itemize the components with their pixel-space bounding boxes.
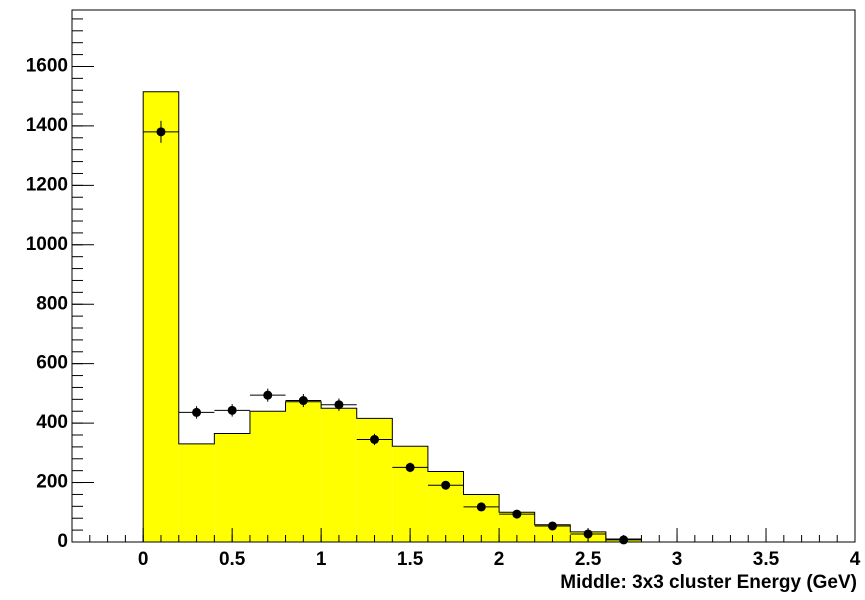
data-point — [298, 396, 308, 406]
histogram-outline — [142, 91, 642, 542]
x-tick-label: 2.5 — [575, 549, 602, 570]
data-point — [192, 407, 202, 417]
histogram-bar — [178, 443, 215, 542]
data-point — [227, 405, 237, 415]
data-point — [547, 521, 557, 531]
data-point — [405, 462, 415, 472]
data-point — [334, 400, 344, 410]
data-point — [512, 509, 522, 519]
x-tick-label: 2 — [494, 549, 505, 570]
y-tick-label: 1400 — [26, 115, 68, 136]
x-tick-label: 0 — [138, 549, 149, 570]
y-tick-label: 400 — [36, 412, 68, 433]
histogram-bar — [214, 433, 250, 542]
x-tick-label: 3 — [672, 549, 683, 570]
x-tick-label: 1 — [316, 549, 327, 570]
histogram-bar — [143, 91, 179, 542]
y-tick-label: 0 — [57, 531, 68, 552]
histogram-bar — [321, 408, 357, 542]
histogram-bar — [392, 446, 428, 542]
x-tick-label: 4 — [850, 549, 861, 570]
data-point — [263, 390, 273, 400]
histogram-bar — [534, 524, 571, 542]
y-tick-label: 1600 — [26, 55, 68, 76]
histogram-bar — [249, 411, 286, 542]
data-point — [441, 480, 451, 490]
y-tick-label: 600 — [36, 353, 68, 374]
y-tick-label: 200 — [36, 472, 68, 493]
data-point — [476, 502, 486, 512]
x-tick-label: 0.5 — [219, 549, 246, 570]
y-tick-label: 800 — [36, 293, 68, 314]
x-tick-label: 3.5 — [753, 549, 780, 570]
data-point — [156, 127, 166, 137]
histogram-bar — [463, 494, 500, 542]
x-axis-label: Middle: 3x3 cluster Energy (GeV) — [560, 572, 857, 593]
data-point — [370, 434, 380, 444]
x-tick-label: 1.5 — [397, 549, 424, 570]
y-tick-label: 1000 — [26, 234, 68, 255]
histogram-bar — [285, 401, 322, 542]
y-tick-label: 1200 — [26, 174, 68, 195]
